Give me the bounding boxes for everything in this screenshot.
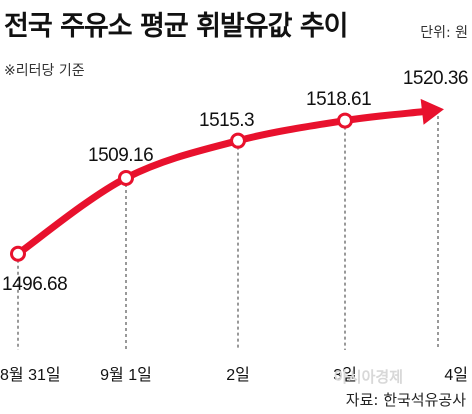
x-tick-4: 4일 xyxy=(444,366,468,384)
x-tick-0: 8월 31일 xyxy=(0,366,61,384)
value-label-4: 1520.36 xyxy=(403,68,468,89)
x-tick-3: 3일 xyxy=(333,366,357,384)
x-tick-labels: 8월 31일 9월 1일 2일 3일 4일 xyxy=(0,366,468,384)
value-label-1: 1509.16 xyxy=(88,145,153,166)
value-label-0: 1496.68 xyxy=(2,274,67,295)
data-point-0 xyxy=(10,245,26,262)
value-labels: 1496.68 1509.16 1515.3 1518.61 1520.36 xyxy=(2,68,469,295)
value-label-2: 1515.3 xyxy=(199,110,254,131)
data-point-2 xyxy=(230,132,246,149)
arrow-head xyxy=(420,98,444,125)
dashed-guides xyxy=(17,109,439,350)
basis-note: ※리터당 기준 xyxy=(4,63,85,79)
unit-label: 단위: 원 xyxy=(420,25,468,41)
data-point-1 xyxy=(118,169,134,186)
watermark-logo: 아시아경제 xyxy=(334,368,404,386)
point-markers xyxy=(10,112,353,262)
chart-title: 전국 주유소 평균 휘발유값 추이 xyxy=(4,11,349,42)
x-tick-1: 9월 1일 xyxy=(100,366,152,384)
value-label-3: 1518.61 xyxy=(306,89,371,110)
source-note: 자료: 한국석유공사 xyxy=(345,391,466,409)
x-tick-2: 2일 xyxy=(226,366,250,384)
data-point-3 xyxy=(337,112,353,129)
price-line xyxy=(14,108,426,258)
